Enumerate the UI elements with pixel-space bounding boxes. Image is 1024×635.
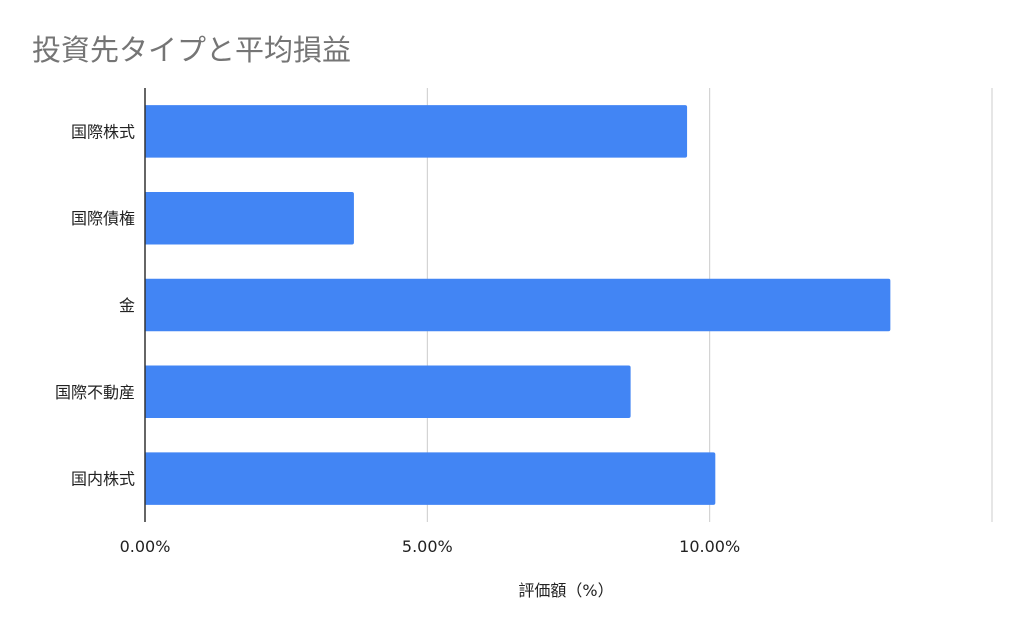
category-label: 国内株式 xyxy=(71,470,135,489)
bar xyxy=(145,105,688,158)
x-tick-label: 0.00% xyxy=(120,537,171,556)
x-axis-title: 評価額（%） xyxy=(518,581,613,600)
tick-labels: 0.00% 5.00% 10.00% xyxy=(120,537,741,556)
bar xyxy=(145,191,354,245)
bar xyxy=(145,365,631,419)
bars-layer xyxy=(145,105,891,505)
category-label: 国際債権 xyxy=(71,209,135,228)
bar xyxy=(145,278,891,332)
category-label: 国際不動産 xyxy=(55,383,135,402)
category-label: 金 xyxy=(119,296,135,315)
bar xyxy=(145,452,716,505)
x-tick-label: 5.00% xyxy=(402,537,453,556)
chart-title: 投資先タイプと平均損益 xyxy=(32,33,351,67)
category-label: 国際株式 xyxy=(71,122,135,141)
x-tick-label: 10.00% xyxy=(679,537,740,556)
